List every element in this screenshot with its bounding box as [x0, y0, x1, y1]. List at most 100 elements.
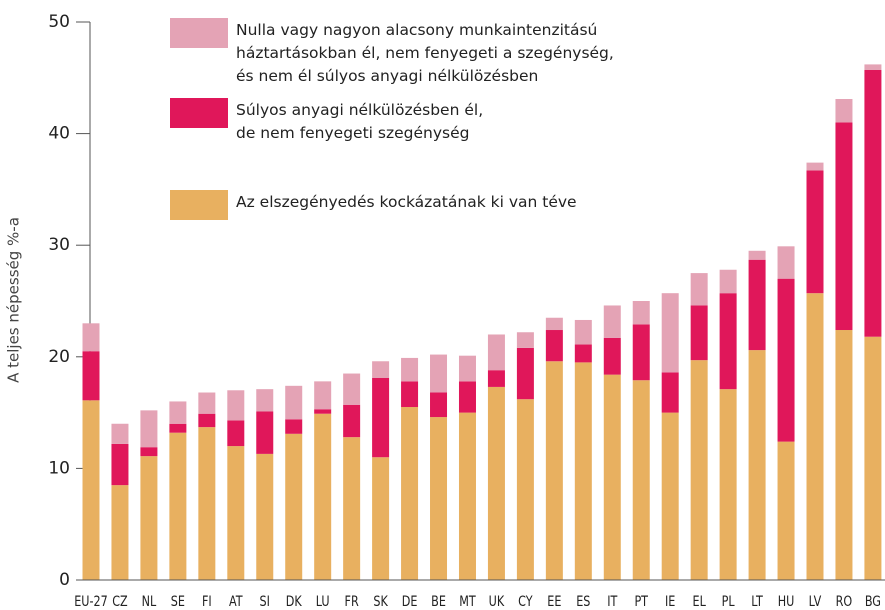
- bar-segment: [82, 323, 100, 352]
- y-tick-label: 40: [48, 124, 70, 144]
- bar-segment: [661, 412, 679, 580]
- y-tick-label: 30: [48, 235, 70, 255]
- legend-swatch: [170, 190, 228, 220]
- x-tick-label: EE: [547, 593, 561, 610]
- bar-segment: [458, 355, 476, 382]
- bar-segment: [516, 399, 534, 580]
- x-tick-label: EU-27: [74, 593, 108, 610]
- bar-segment: [227, 420, 245, 447]
- x-tick-label: SK: [373, 593, 388, 610]
- x-tick-label: PL: [722, 593, 735, 610]
- x-tick-label: IT: [607, 593, 617, 610]
- bar-segment: [140, 410, 158, 448]
- y-tick-label: 20: [48, 347, 70, 367]
- bar-segment: [198, 427, 216, 580]
- bar-segment: [314, 381, 332, 410]
- bar-segment: [372, 457, 390, 580]
- bar-segment: [198, 413, 216, 428]
- bar-segment: [82, 351, 100, 401]
- x-tick-label: IE: [665, 593, 675, 610]
- bar-segment: [690, 360, 708, 580]
- bar-segment: [227, 446, 245, 580]
- x-tick-label: RO: [836, 593, 853, 610]
- bar-segment: [111, 485, 129, 580]
- bar-segment: [140, 447, 158, 457]
- bar-segment: [574, 344, 592, 363]
- bar-segment: [401, 357, 419, 382]
- bar-segment: [603, 305, 621, 338]
- bar-segment: [401, 407, 419, 580]
- bar-segment: [285, 433, 303, 580]
- x-tick-label: ES: [576, 593, 590, 610]
- x-tick-label: SE: [171, 593, 185, 610]
- bar-segment: [632, 324, 650, 381]
- y-tick-label: 0: [59, 570, 70, 590]
- bar-segment: [545, 317, 563, 331]
- bar-segment: [458, 381, 476, 413]
- bar-segment: [545, 330, 563, 362]
- x-tick-label: HU: [778, 593, 795, 610]
- bar-segment: [256, 411, 274, 454]
- legend-label: Súlyos anyagi nélkülözésben él, de nem f…: [236, 101, 484, 142]
- bar-segment: [777, 246, 795, 279]
- bar-segment: [719, 389, 737, 580]
- bar-segment: [256, 453, 274, 580]
- bar-segment: [690, 305, 708, 361]
- bar-segment: [82, 400, 100, 580]
- x-tick-label: DE: [402, 593, 418, 610]
- bar-segment: [690, 273, 708, 306]
- legend-swatch: [170, 18, 228, 48]
- x-tick-label: LU: [316, 593, 330, 610]
- bar-segment: [314, 409, 332, 414]
- x-tick-label: EL: [693, 593, 706, 610]
- bar-segment: [372, 378, 390, 458]
- bar-segment: [343, 373, 361, 405]
- bar-segment: [748, 259, 766, 351]
- bar-segment: [864, 64, 882, 70]
- bar-segment: [169, 432, 187, 580]
- bar-segment: [632, 380, 650, 580]
- bar-segment: [343, 437, 361, 580]
- x-tick-label: SI: [260, 593, 270, 610]
- x-tick-label: AT: [229, 593, 243, 610]
- x-tick-label: BE: [431, 593, 446, 610]
- bar-segment: [806, 293, 824, 580]
- legend-label: Nulla vagy nagyon alacsony munkaintenzit…: [236, 21, 614, 85]
- x-tick-label: FI: [202, 593, 212, 610]
- bar-segment: [719, 269, 737, 294]
- bar-segment: [574, 362, 592, 580]
- bar-segment: [430, 354, 448, 393]
- x-tick-label: UK: [489, 593, 505, 610]
- y-tick-label: 10: [48, 458, 70, 478]
- bar-segment: [140, 456, 158, 580]
- bar-segment: [777, 278, 795, 442]
- bar-segment: [198, 392, 216, 414]
- bar-segment: [661, 293, 679, 373]
- x-tick-label: DK: [286, 593, 303, 610]
- bar-segment: [227, 390, 245, 421]
- bar-segment: [169, 423, 187, 433]
- bar-segment: [806, 170, 824, 294]
- bar-segment: [864, 336, 882, 580]
- bar-segment: [748, 350, 766, 580]
- x-tick-label: LV: [809, 593, 822, 610]
- bar-segment: [314, 413, 332, 580]
- bar-segment: [285, 419, 303, 434]
- bar-segment: [111, 443, 129, 486]
- bar-segment: [285, 385, 303, 420]
- bar-segment: [169, 401, 187, 424]
- bar-segment: [487, 334, 505, 371]
- y-axis-label: A teljes népesség %-a: [5, 217, 23, 383]
- x-tick-label: CY: [518, 593, 533, 610]
- bar-segment: [632, 301, 650, 325]
- x-tick-label: MT: [459, 593, 476, 610]
- bar-segment: [603, 337, 621, 375]
- x-tick-label: NL: [142, 593, 157, 610]
- bar-segment: [487, 370, 505, 387]
- bar-segment: [748, 250, 766, 260]
- bar-segment: [372, 361, 390, 379]
- bar-segment: [430, 417, 448, 580]
- x-tick-label: FR: [345, 593, 359, 610]
